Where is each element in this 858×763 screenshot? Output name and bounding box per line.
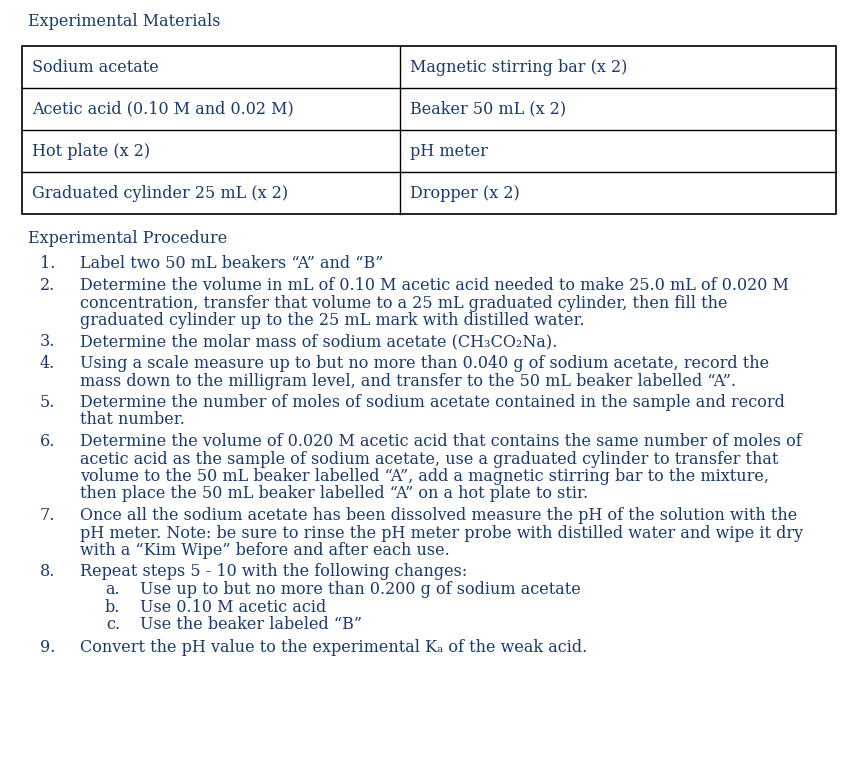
Text: a.: a. bbox=[106, 581, 120, 598]
Text: Graduated cylinder 25 mL (x 2): Graduated cylinder 25 mL (x 2) bbox=[32, 185, 288, 201]
Text: Experimental Procedure: Experimental Procedure bbox=[28, 230, 227, 247]
Text: Repeat steps 5 - 10 with the following changes:: Repeat steps 5 - 10 with the following c… bbox=[80, 564, 468, 581]
Text: Label two 50 mL beakers “A” and “B”: Label two 50 mL beakers “A” and “B” bbox=[80, 256, 384, 272]
Text: Determine the volume of 0.020 M acetic acid that contains the same number of mol: Determine the volume of 0.020 M acetic a… bbox=[80, 433, 801, 450]
Text: mass down to the milligram level, and transfer to the 50 mL beaker labelled “A”.: mass down to the milligram level, and tr… bbox=[80, 372, 736, 389]
Text: Once all the sodium acetate has been dissolved measure the pH of the solution wi: Once all the sodium acetate has been dis… bbox=[80, 507, 797, 524]
Text: 8.: 8. bbox=[39, 564, 55, 581]
Text: Beaker 50 mL (x 2): Beaker 50 mL (x 2) bbox=[410, 101, 566, 118]
Text: that number.: that number. bbox=[80, 411, 184, 429]
Text: with a “Kim Wipe” before and after each use.: with a “Kim Wipe” before and after each … bbox=[80, 542, 450, 559]
Text: Hot plate (x 2): Hot plate (x 2) bbox=[32, 143, 150, 159]
Text: c.: c. bbox=[106, 616, 120, 633]
Text: Use 0.10 M acetic acid: Use 0.10 M acetic acid bbox=[140, 598, 326, 616]
Text: 6.: 6. bbox=[39, 433, 55, 450]
Text: Use up to but no more than 0.200 g of sodium acetate: Use up to but no more than 0.200 g of so… bbox=[140, 581, 581, 598]
Bar bbox=[22, 46, 836, 214]
Text: Use the beaker labeled “B”: Use the beaker labeled “B” bbox=[140, 616, 362, 633]
Text: Determine the volume in mL of 0.10 M acetic acid needed to make 25.0 mL of 0.020: Determine the volume in mL of 0.10 M ace… bbox=[80, 277, 789, 294]
Text: 9.: 9. bbox=[39, 639, 55, 656]
Text: concentration, transfer that volume to a 25 mL graduated cylinder, then fill the: concentration, transfer that volume to a… bbox=[80, 295, 728, 311]
Text: 4.: 4. bbox=[39, 355, 55, 372]
Text: pH meter: pH meter bbox=[410, 143, 488, 159]
Text: Determine the number of moles of sodium acetate contained in the sample and reco: Determine the number of moles of sodium … bbox=[80, 394, 785, 411]
Text: 7.: 7. bbox=[39, 507, 55, 524]
Text: Determine the molar mass of sodium acetate (CH₃CO₂Na).: Determine the molar mass of sodium aceta… bbox=[80, 333, 557, 350]
Text: 3.: 3. bbox=[39, 333, 55, 350]
Text: volume to the 50 mL beaker labelled “A”, add a magnetic stirring bar to the mixt: volume to the 50 mL beaker labelled “A”,… bbox=[80, 468, 769, 485]
Text: graduated cylinder up to the 25 mL mark with distilled water.: graduated cylinder up to the 25 mL mark … bbox=[80, 312, 584, 329]
Text: 1.: 1. bbox=[39, 256, 55, 272]
Text: 5.: 5. bbox=[39, 394, 55, 411]
Text: Experimental Materials: Experimental Materials bbox=[28, 13, 221, 30]
Text: acetic acid as the sample of sodium acetate, use a graduated cylinder to transfe: acetic acid as the sample of sodium acet… bbox=[80, 450, 778, 468]
Text: Sodium acetate: Sodium acetate bbox=[32, 59, 159, 76]
Text: then place the 50 mL beaker labelled “A” on a hot plate to stir.: then place the 50 mL beaker labelled “A”… bbox=[80, 485, 588, 503]
Text: pH meter. Note: be sure to rinse the pH meter probe with distilled water and wip: pH meter. Note: be sure to rinse the pH … bbox=[80, 524, 803, 542]
Text: Acetic acid (0.10 M and 0.02 M): Acetic acid (0.10 M and 0.02 M) bbox=[32, 101, 293, 118]
Text: Magnetic stirring bar (x 2): Magnetic stirring bar (x 2) bbox=[410, 59, 627, 76]
Text: Dropper (x 2): Dropper (x 2) bbox=[410, 185, 520, 201]
Text: Using a scale measure up to but no more than 0.040 g of sodium acetate, record t: Using a scale measure up to but no more … bbox=[80, 355, 769, 372]
Text: 2.: 2. bbox=[39, 277, 55, 294]
Text: Convert the pH value to the experimental Kₐ of the weak acid.: Convert the pH value to the experimental… bbox=[80, 639, 587, 656]
Text: b.: b. bbox=[105, 598, 120, 616]
